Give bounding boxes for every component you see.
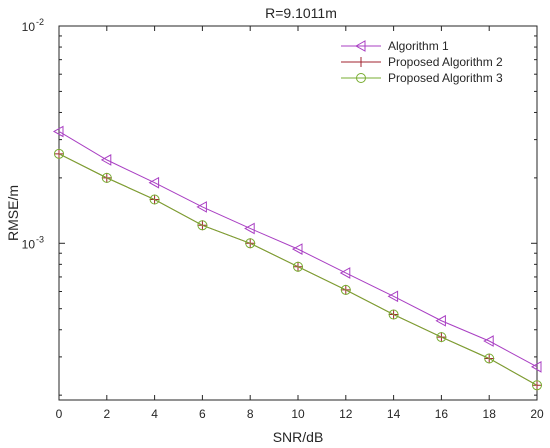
x-tick-label: 18 — [483, 407, 497, 421]
series-3 — [54, 148, 542, 391]
data-point — [101, 172, 112, 183]
y-tick-labels: 10-210-3 — [22, 17, 44, 251]
data-point — [244, 222, 255, 235]
data-point — [197, 220, 208, 231]
y-axis-label: RMSE/m — [5, 185, 21, 241]
data-point — [52, 125, 64, 138]
data-point — [196, 201, 207, 213]
data-point — [388, 309, 399, 320]
data-point — [484, 353, 495, 364]
x-tick-label: 16 — [435, 407, 449, 421]
x-tick-label: 2 — [103, 407, 110, 421]
data-point — [532, 380, 542, 391]
x-tick-label: 8 — [247, 407, 254, 421]
x-tick-label: 12 — [339, 407, 353, 421]
data-point — [435, 314, 446, 327]
y-tick-label: 10 — [22, 20, 36, 34]
x-tick-label: 10 — [291, 407, 305, 421]
data-point — [148, 176, 160, 189]
data-point — [291, 243, 303, 255]
x-tick-label: 4 — [151, 407, 158, 421]
data-point — [339, 267, 351, 279]
legend-marker — [356, 73, 366, 83]
y-tick-label: 10 — [22, 237, 36, 251]
data-point — [532, 380, 542, 391]
legend-marker — [356, 57, 366, 67]
legend-label: Proposed Algorithm 3 — [388, 71, 503, 85]
data-point — [340, 284, 351, 295]
plot-area — [52, 25, 542, 401]
data-point — [483, 335, 494, 347]
legend-marker — [354, 40, 366, 52]
axes-box — [58, 25, 538, 401]
x-tick-label: 20 — [530, 407, 544, 421]
y-tick-exponent: -3 — [36, 234, 44, 244]
data-point — [293, 261, 303, 272]
series-line — [58, 153, 538, 386]
data-point — [387, 290, 399, 303]
x-tick-label: 14 — [387, 407, 401, 421]
data-point — [149, 194, 160, 205]
tick-marks — [58, 25, 538, 400]
series-line — [58, 131, 538, 368]
legend-item: Algorithm 1 — [341, 39, 449, 53]
legend-label: Proposed Algorithm 2 — [388, 55, 503, 69]
x-axis-label: SNR/dB — [273, 429, 324, 445]
data-point — [530, 360, 542, 373]
data-point — [100, 154, 112, 166]
y-tick-exponent: -2 — [36, 17, 44, 27]
data-point — [436, 332, 447, 343]
series-1 — [52, 125, 542, 373]
data-point — [245, 238, 256, 249]
chart-title: R=9.1011m — [265, 5, 337, 21]
legend: Algorithm 1 Proposed Algorithm 2 Proposed … — [341, 39, 503, 85]
data-point — [54, 148, 64, 159]
series-layer — [52, 125, 542, 391]
x-tick-label: 6 — [199, 407, 206, 421]
legend-item: Proposed Algorithm 3 — [341, 71, 503, 85]
x-tick-label: 0 — [56, 407, 63, 421]
legend-item: Proposed Algorithm 2 — [341, 55, 503, 69]
x-tick-labels: 0 2 4 6 8 10 12 14 16 18 20 — [56, 407, 544, 421]
legend-label: Algorithm 1 — [388, 39, 449, 53]
